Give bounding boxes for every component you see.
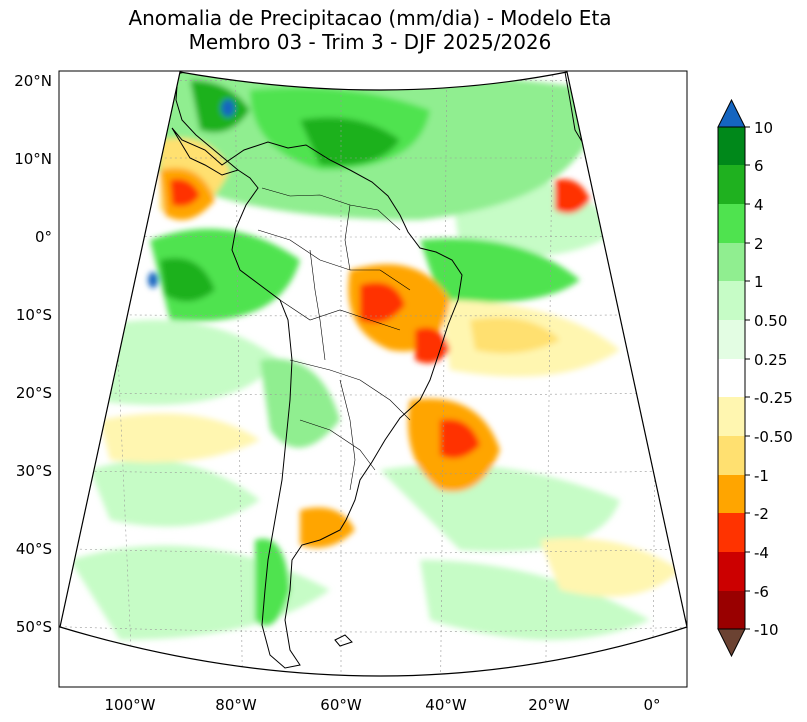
colorbar-segment: [718, 127, 745, 165]
map-title: Anomalia de Precipitacao (mm/dia) - Mode…: [0, 6, 740, 54]
lat-label: 0°: [35, 228, 52, 246]
lon-label: 60°W: [320, 696, 362, 714]
colorbar-label: -6: [754, 583, 769, 601]
colorbar-label: -0.50: [754, 428, 793, 446]
lat-label: 50°S: [16, 618, 52, 636]
lon-label: 20°W: [528, 696, 570, 714]
colorbar-segment: [718, 397, 745, 436]
colorbar-segment: [718, 165, 745, 204]
colorbar-segment: [718, 320, 745, 359]
colorbar-segment: [718, 436, 745, 475]
colorbar-segment: [718, 591, 745, 629]
colorbar-over-arrow: [717, 98, 746, 128]
colorbar-ticks: [745, 126, 750, 630]
colorbar-labels: 10 6 4 2 1 0.50 0.25 -0.25 -0.50 -1 -2 -…: [754, 119, 793, 639]
lat-label: 20°S: [16, 384, 52, 402]
lat-label: 10°N: [14, 150, 52, 168]
colorbar-label: -2: [754, 505, 769, 523]
lon-label: 0°: [643, 696, 660, 714]
title-line-2: Membro 03 - Trim 3 - DJF 2025/2026: [188, 30, 552, 54]
colorbar-label: 0.50: [754, 312, 787, 330]
anomaly-field: [70, 72, 680, 640]
colorbar-under-arrow: [717, 628, 746, 658]
lat-label: 20°N: [14, 72, 52, 90]
lon-label: 100°W: [105, 696, 156, 714]
colorbar-label: 4: [754, 196, 764, 214]
projection-boundary: [59, 71, 688, 677]
colorbar-segment: [718, 552, 745, 591]
title-line-1: Anomalia de Precipitacao (mm/dia) - Mode…: [128, 6, 612, 30]
colorbar-label: -0.25: [754, 389, 793, 407]
colorbar-label: -1: [754, 467, 769, 485]
colorbar-label: 2: [754, 235, 764, 253]
lon-label: 80°W: [215, 696, 257, 714]
colorbar-segment: [718, 359, 745, 397]
colorbar-segment: [718, 513, 745, 552]
colorbar-label: 6: [754, 157, 764, 175]
colorbar-segment: [718, 475, 745, 513]
colorbar-label: -10: [754, 621, 779, 639]
south-america-outline: [171, 127, 463, 669]
colorbar-segment: [718, 204, 745, 243]
plot-frame: [58, 70, 688, 688]
central-america-outline: [175, 72, 239, 171]
borders: [257, 89, 687, 491]
lat-label: 10°S: [16, 306, 52, 324]
colorbar: 10 6 4 2 1 0.50 0.25 -0.25 -0.50 -1 -2 -…: [717, 98, 793, 658]
colorbar-segment: [718, 243, 745, 281]
map-field: [60, 72, 687, 676]
colorbar-label: -4: [754, 544, 769, 562]
lon-label: 40°W: [425, 696, 467, 714]
colorbar-outline: [717, 126, 746, 630]
lat-label: 30°S: [16, 462, 52, 480]
colorbar-label: 10: [754, 119, 773, 137]
colorbar-label: 1: [754, 273, 764, 291]
lat-label: 40°S: [16, 540, 52, 558]
north-america-outline: [99, 72, 186, 81]
latitude-labels: 20°N 10°N 0° 10°S 20°S 30°S 40°S 50°S: [14, 72, 52, 636]
colorbar-label: 0.25: [754, 351, 787, 369]
colorbar-segment: [718, 281, 745, 320]
longitude-labels: 100°W 80°W 60°W 40°W 20°W 0°: [105, 696, 661, 714]
falklands-outline: [334, 634, 353, 647]
